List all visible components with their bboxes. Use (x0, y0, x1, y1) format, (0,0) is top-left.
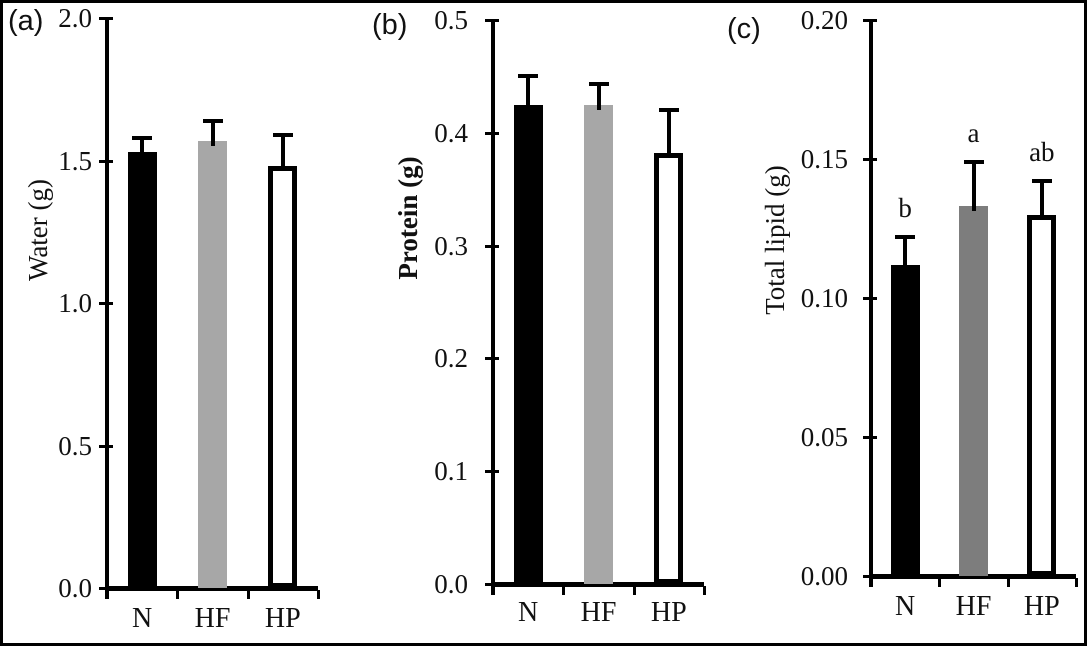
y-tick (485, 357, 499, 361)
sig-letter-hf: a (967, 117, 980, 148)
panel-label: (b) (372, 9, 408, 41)
sig-letter-hp: ab (1029, 137, 1055, 168)
x-tick (938, 578, 942, 587)
y-axis (869, 20, 873, 587)
error-bar-line (1039, 181, 1044, 220)
x-tick (1075, 578, 1078, 587)
y-tick (99, 17, 113, 20)
y-tick (485, 131, 499, 135)
bar-hf (959, 206, 988, 576)
x-tick (176, 590, 180, 599)
error-bar-cap (202, 118, 223, 123)
x-tick (562, 586, 566, 595)
y-tick (99, 587, 113, 590)
bar-n (890, 264, 920, 576)
error-bar-line (280, 134, 285, 172)
x-axis (871, 574, 1076, 579)
y-tick-label: 0.05 (800, 422, 848, 452)
y-tick (863, 158, 877, 161)
y-tick-label: 0.20 (800, 5, 848, 35)
y-tick-label: 0.0 (434, 569, 468, 599)
x-tick (317, 590, 320, 599)
error-bar-line (666, 110, 671, 159)
y-tick-label: 0.15 (800, 144, 848, 174)
error-bar-cap (895, 234, 916, 239)
bar-n (513, 104, 543, 584)
panel-label: (a) (8, 5, 44, 37)
error-bar-cap (1031, 179, 1052, 184)
panel-label: (c) (727, 13, 761, 45)
y-tick-label: 0.0 (58, 573, 92, 603)
error-bar-line (596, 84, 601, 110)
y-tick (485, 19, 499, 22)
error-bar-line (526, 76, 531, 110)
error-bar-cap (963, 159, 984, 164)
category-label-hf: HF (955, 591, 992, 622)
category-label-hp: HP (650, 597, 687, 628)
y-tick (863, 297, 877, 300)
y-tick-label: 0.5 (434, 5, 468, 35)
y-tick (99, 444, 113, 448)
y-tick (863, 19, 877, 22)
error-bar-cap (658, 108, 679, 113)
category-label-n: N (518, 597, 539, 628)
bar-hf (584, 104, 613, 584)
x-tick (632, 586, 636, 595)
category-label-hf: HF (580, 597, 617, 628)
bar-n (127, 151, 157, 588)
error-bar-line (971, 161, 976, 212)
x-tick (1006, 578, 1010, 587)
y-tick-label: 1.0 (58, 288, 92, 318)
error-bar-line (210, 120, 215, 146)
x-axis (493, 582, 704, 587)
error-bar-cap (132, 135, 153, 140)
y-tick-label: 0.1 (434, 456, 468, 487)
category-label-n: N (132, 603, 153, 634)
y-tick-label: 0.3 (434, 230, 468, 261)
error-bar-cap (272, 132, 293, 137)
y-tick (485, 244, 499, 248)
y-tick-label: 2.0 (58, 3, 92, 33)
y-axis (105, 18, 109, 599)
y-tick (485, 470, 499, 474)
x-tick (246, 590, 250, 599)
bar-hp (1027, 214, 1057, 576)
y-tick-label: 0.2 (434, 343, 468, 374)
y-tick-label: 0.00 (800, 561, 848, 591)
y-tick-label: 1.5 (58, 145, 92, 176)
category-label-hp: HP (264, 603, 301, 634)
bar-hp (654, 153, 684, 584)
error-bar-line (903, 236, 908, 270)
y-axis (491, 20, 495, 595)
y-tick (863, 436, 877, 439)
category-label-hp: HP (1023, 591, 1060, 622)
x-tick (703, 586, 706, 595)
y-tick (99, 302, 113, 305)
category-label-hf: HF (194, 603, 231, 634)
x-axis (107, 586, 318, 591)
y-tick-label: 0.5 (58, 430, 92, 461)
bar-hf (198, 140, 227, 588)
error-bar-line (140, 137, 145, 157)
y-tick (99, 159, 113, 163)
category-label-n: N (895, 591, 916, 622)
y-tick (485, 583, 499, 586)
bar-hp (268, 166, 298, 588)
y-tick-label: 0.10 (800, 283, 848, 313)
y-tick (863, 575, 877, 578)
y-tick-label: 0.4 (434, 117, 468, 148)
sig-letter-n: b (898, 192, 912, 223)
error-bar-cap (518, 74, 539, 79)
error-bar-cap (588, 82, 609, 87)
